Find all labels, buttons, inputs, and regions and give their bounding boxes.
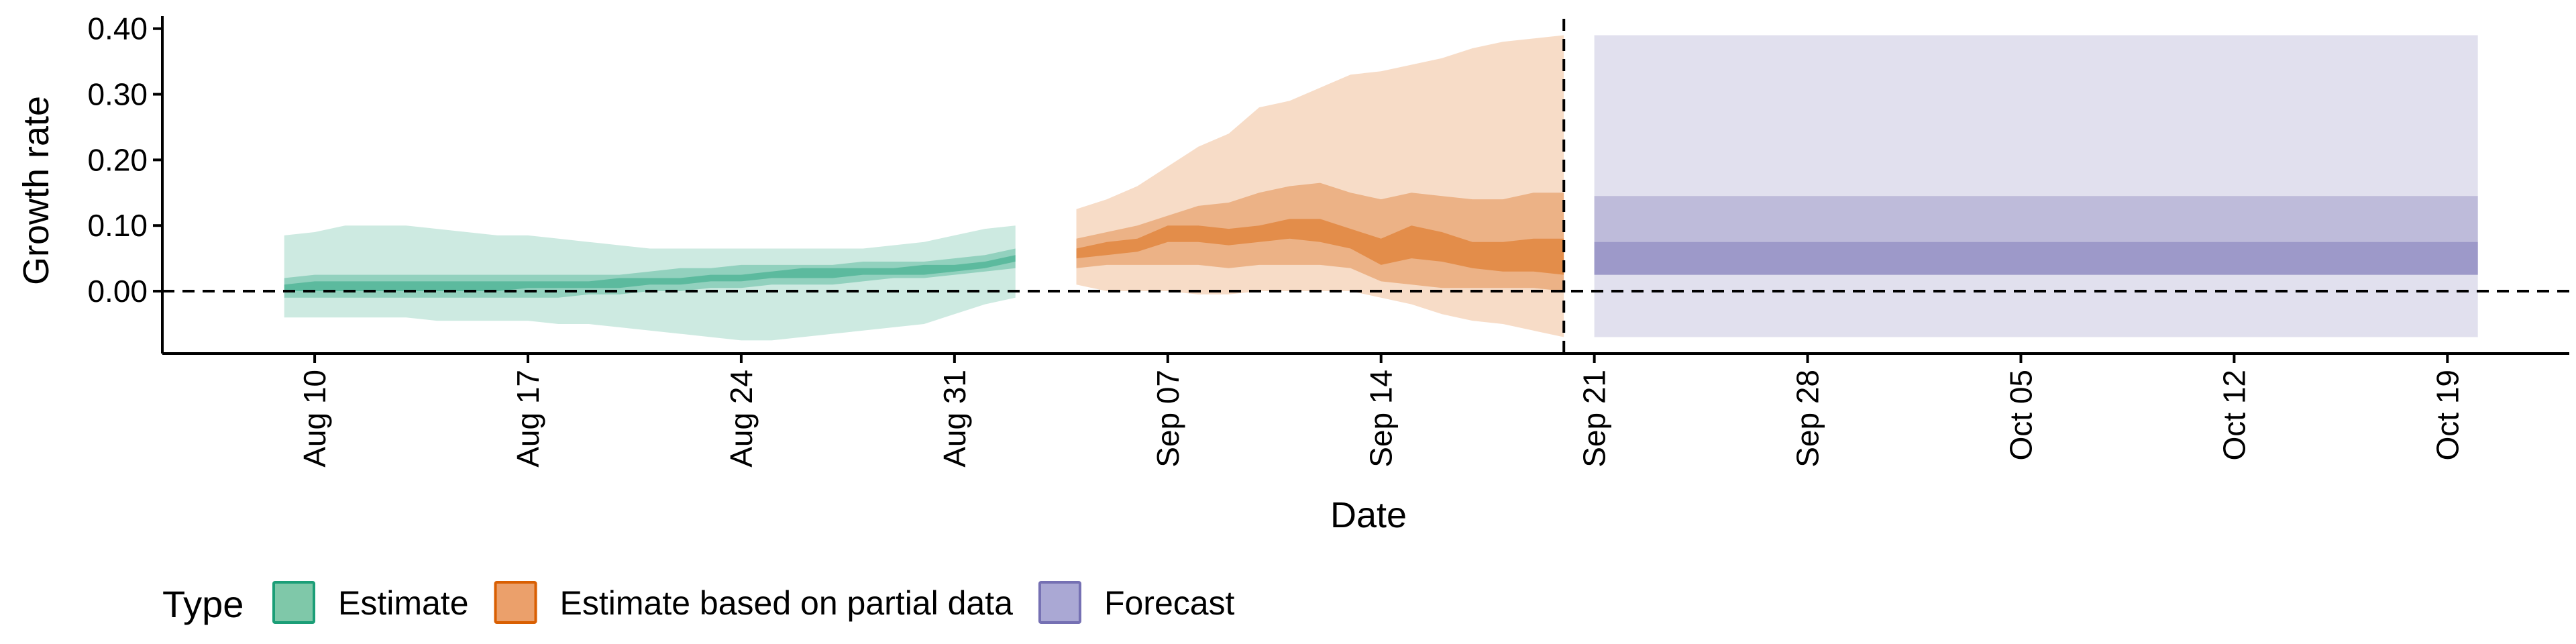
ribbon-estimate-based-on-partial-data-20 <box>1076 219 1564 275</box>
legend-label: Forecast <box>1104 584 1235 622</box>
y-tick-label: 0.40 <box>87 11 148 46</box>
y-tick-label: 0.20 <box>87 142 148 177</box>
x-tick-label: Aug 10 <box>297 370 332 468</box>
ribbon-estimate-50 <box>284 248 1016 298</box>
ribbon-estimate-based-on-partial-data-50 <box>1076 182 1564 291</box>
x-tick-label: Aug 31 <box>937 370 972 468</box>
x-tick-label: Oct 19 <box>2430 370 2465 461</box>
reference-lines <box>162 19 2569 354</box>
axes <box>161 16 2569 355</box>
ribbon-estimate-based-on-partial-data-90 <box>1076 35 1564 337</box>
tick-marks: 0.00 0.10 0.20 0.30 0.40 Aug 10 Aug 17 Aug 24 Au… <box>87 11 2465 468</box>
x-tick-label: Oct 12 <box>2216 370 2251 461</box>
legend-title: Type <box>162 583 244 625</box>
legend-label: Estimate <box>338 584 469 622</box>
legend-label: Estimate based on partial data <box>560 584 1014 622</box>
legend: Type Estimate Estimate based on partial da… <box>162 581 1235 625</box>
x-tick-label: Oct 05 <box>2004 370 2039 461</box>
x-tick-label: Aug 17 <box>511 370 545 468</box>
ribbon-layer <box>284 35 2478 341</box>
legend-key-estimate-based-on-partial-data <box>494 581 537 624</box>
x-tick-label: Sep 21 <box>1577 370 1612 468</box>
legend-key-estimate <box>272 581 315 624</box>
x-axis-title: Date <box>1330 495 1407 535</box>
x-tick-label: Sep 07 <box>1150 370 1185 468</box>
ribbon-forecast-90 <box>1594 35 2478 337</box>
legend-key-forecast <box>1038 581 1081 624</box>
ribbon-forecast-20 <box>1594 241 2478 275</box>
x-tick-label: Aug 24 <box>724 370 759 468</box>
ribbon-estimate-90 <box>284 225 1016 341</box>
y-tick-label: 0.30 <box>87 77 148 112</box>
ribbon-forecast-50 <box>1594 196 2478 275</box>
ribbon-estimate-20 <box>284 255 1016 291</box>
y-axis-title: Growth rate <box>16 96 56 285</box>
x-tick-label: Sep 28 <box>1790 370 1825 468</box>
x-tick-label: Sep 14 <box>1364 370 1399 468</box>
y-tick-label: 0.00 <box>87 274 148 309</box>
y-tick-label: 0.10 <box>87 208 148 243</box>
